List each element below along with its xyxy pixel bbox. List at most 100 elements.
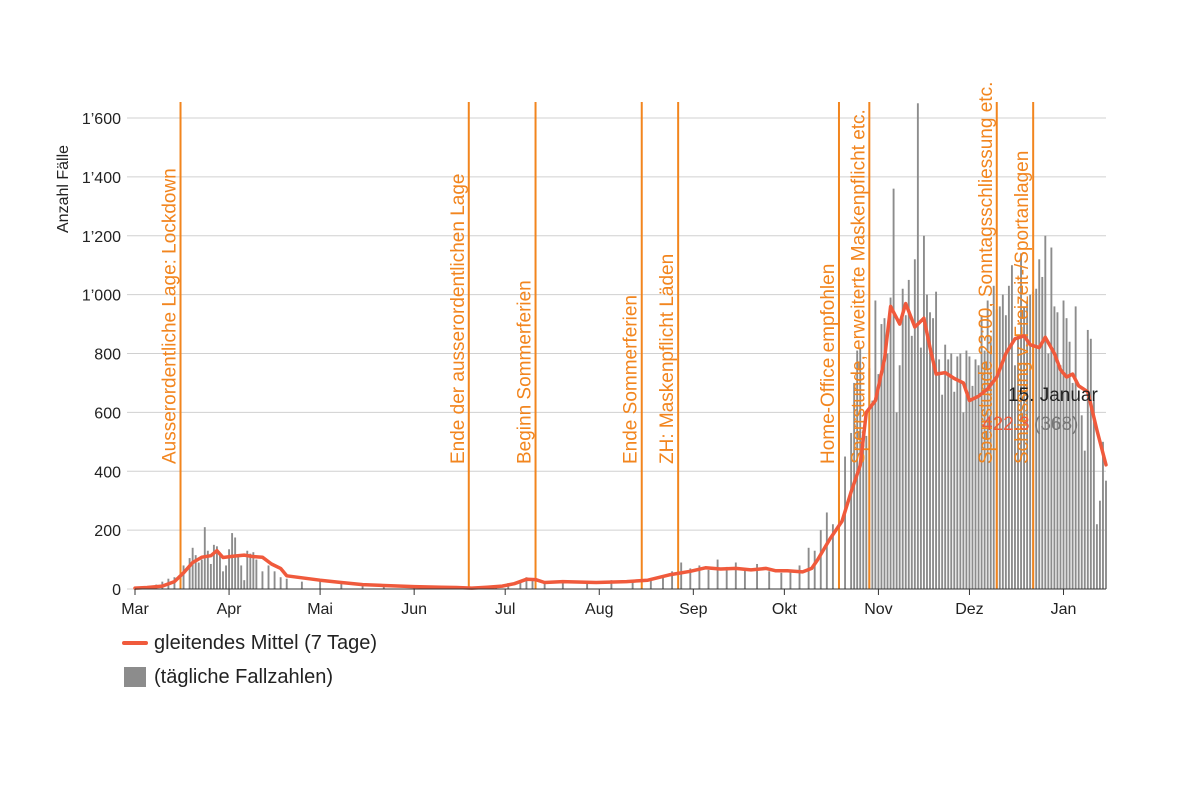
daily-bar bbox=[926, 294, 928, 589]
daily-bar bbox=[956, 356, 959, 589]
daily-bar bbox=[780, 572, 783, 589]
daily-bar bbox=[883, 318, 886, 589]
daily-bar bbox=[631, 581, 634, 589]
daily-bar bbox=[880, 324, 883, 589]
daily-bar bbox=[716, 559, 719, 589]
daily-bar bbox=[1044, 235, 1047, 589]
daily-bar bbox=[950, 353, 953, 589]
daily-bar bbox=[1020, 253, 1022, 589]
daily-bar bbox=[989, 335, 992, 589]
daily-bar bbox=[907, 279, 910, 589]
daily-bar bbox=[1007, 285, 1010, 589]
daily-bar bbox=[1026, 300, 1029, 589]
daily-bar bbox=[825, 512, 828, 589]
x-tick-label: Apr bbox=[217, 601, 243, 618]
y-tick-label: 200 bbox=[94, 523, 121, 540]
daily-bar bbox=[768, 571, 771, 589]
x-tick-label: Aug bbox=[585, 601, 613, 618]
daily-bar bbox=[361, 584, 364, 589]
daily-bar bbox=[831, 524, 834, 589]
daily-bar bbox=[798, 565, 801, 589]
daily-bar bbox=[1050, 247, 1053, 589]
daily-bar bbox=[707, 569, 710, 589]
daily-bar bbox=[813, 550, 816, 589]
daily-bar bbox=[252, 552, 255, 589]
daily-bar bbox=[191, 547, 194, 589]
daily-bar bbox=[1077, 400, 1080, 589]
daily-bar bbox=[1098, 500, 1101, 589]
daily-bar bbox=[610, 580, 613, 589]
daily-bar bbox=[698, 565, 701, 589]
event-label: Ende der ausserordentlichen Lage bbox=[448, 174, 469, 464]
legend-item-daily: (tägliche Fallzahlen) bbox=[122, 660, 377, 694]
daily-bar bbox=[850, 432, 853, 589]
x-tick-label: Jun bbox=[401, 601, 427, 618]
daily-bar bbox=[194, 555, 197, 589]
daily-bar bbox=[916, 103, 919, 589]
daily-bar bbox=[543, 583, 546, 589]
legend: gleitendes Mittel (7 Tage) (tägliche Fal… bbox=[122, 626, 377, 694]
daily-bar bbox=[212, 544, 215, 589]
daily-bar bbox=[904, 315, 907, 589]
daily-bar bbox=[877, 374, 880, 589]
daily-bar bbox=[889, 297, 892, 589]
daily-bar bbox=[188, 558, 191, 589]
legend-line-swatch bbox=[122, 641, 148, 645]
daily-bar bbox=[1041, 276, 1044, 589]
daily-bar bbox=[901, 288, 904, 589]
daily-bar bbox=[983, 350, 986, 589]
daily-bar bbox=[886, 353, 889, 589]
daily-bar bbox=[862, 430, 865, 589]
x-tick-label: Jul bbox=[495, 601, 515, 618]
daily-bar bbox=[689, 568, 692, 589]
daily-bar bbox=[910, 335, 913, 589]
daily-bar bbox=[913, 259, 916, 589]
daily-bar bbox=[734, 562, 737, 589]
callout-date: 15. Januar bbox=[1008, 385, 1098, 406]
daily-bar bbox=[1038, 259, 1041, 589]
event-label: Home-Office empfohlen bbox=[818, 264, 839, 464]
daily-bar bbox=[1086, 329, 1089, 589]
x-tick-label: Mai bbox=[307, 601, 333, 618]
daily-bar bbox=[1105, 480, 1107, 589]
daily-bar bbox=[231, 533, 234, 589]
daily-bar bbox=[938, 359, 941, 589]
daily-bar bbox=[898, 365, 901, 589]
daily-bar bbox=[197, 562, 200, 589]
daily-bar bbox=[1001, 294, 1004, 589]
daily-bar bbox=[1017, 335, 1019, 589]
daily-bar bbox=[1014, 365, 1016, 589]
daily-bar bbox=[237, 556, 240, 589]
event-label: Schliessung v. Freizeit-/Sportanlagen bbox=[1012, 151, 1033, 464]
x-tick-label: Mar bbox=[121, 601, 149, 618]
bar-layer bbox=[134, 103, 1107, 589]
daily-bar bbox=[1080, 415, 1083, 589]
daily-bar bbox=[1035, 288, 1038, 589]
daily-bar bbox=[1074, 306, 1077, 589]
daily-bar bbox=[895, 412, 898, 589]
y-tick-label: 0 bbox=[112, 582, 121, 599]
daily-bar bbox=[986, 300, 989, 589]
daily-bar bbox=[671, 571, 674, 589]
daily-bar bbox=[980, 315, 983, 589]
daily-bar bbox=[525, 577, 528, 589]
daily-bar bbox=[267, 565, 270, 589]
daily-bar bbox=[285, 578, 288, 589]
callout-values: 422.3 (368) bbox=[982, 414, 1078, 435]
daily-bar bbox=[968, 356, 971, 589]
daily-bar bbox=[819, 530, 822, 589]
daily-bar bbox=[725, 566, 728, 589]
daily-bar bbox=[1010, 265, 1013, 589]
daily-bar bbox=[561, 581, 564, 589]
line-layer bbox=[133, 301, 1108, 590]
daily-bar bbox=[300, 581, 303, 589]
daily-bar bbox=[1071, 382, 1074, 589]
daily-bar bbox=[249, 553, 252, 589]
daily-bar bbox=[959, 353, 962, 589]
daily-bar bbox=[246, 550, 249, 589]
legend-label-daily: (tägliche Fallzahlen) bbox=[154, 665, 333, 688]
callout-average: 422.3 bbox=[982, 414, 1030, 435]
daily-bar bbox=[240, 565, 243, 589]
